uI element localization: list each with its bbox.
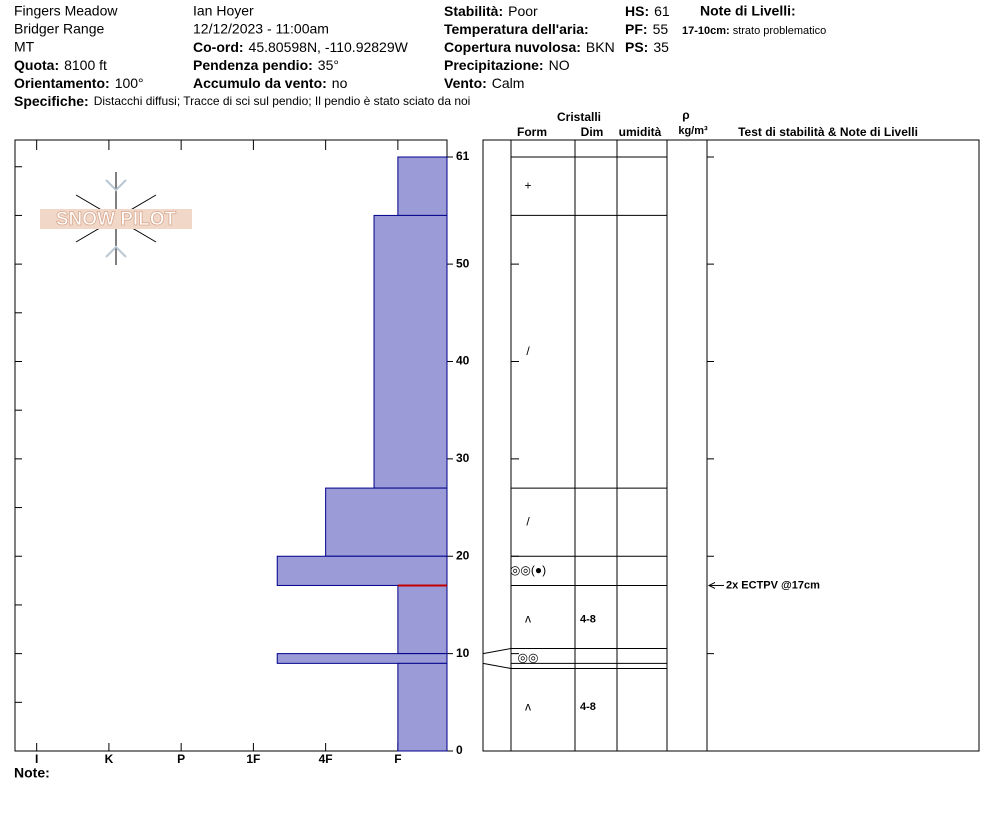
- field-value: 55: [653, 21, 669, 37]
- y-tick-label: 20: [456, 548, 470, 562]
- x-tick-label: F: [394, 752, 401, 766]
- hardness-bar: [397, 584, 448, 655]
- hardness-bar: [276, 555, 448, 586]
- layer-connector: [482, 662, 512, 669]
- header-field: Quota: 8100 ft: [14, 57, 107, 73]
- field-value: NO: [549, 57, 570, 73]
- layer-connector: [482, 648, 512, 655]
- specifiche-value: Distacchi diffusi; Tracce di sci sul pen…: [94, 94, 471, 108]
- y-tick-label: 61: [456, 149, 470, 163]
- logo-text: SNOW PILOT: [56, 209, 177, 230]
- field-label: Orientamento:: [14, 75, 110, 91]
- layer-table-frame: [482, 139, 980, 752]
- column-header: ρ: [682, 108, 689, 122]
- grain-form: /: [526, 514, 530, 528]
- header-field: PS: 35: [625, 39, 669, 55]
- field-value: 100°: [115, 75, 144, 91]
- field-label: Temperatura dell'aria:: [444, 21, 589, 37]
- header-field: Vento: Calm: [444, 75, 524, 91]
- y-tick-label: 30: [456, 451, 470, 465]
- field-label: PS:: [625, 39, 648, 55]
- grain-size: 4-8: [580, 701, 596, 713]
- level-note-text: strato problematico: [733, 25, 827, 37]
- header-field: Temperatura dell'aria:: [444, 21, 589, 37]
- test-arrowhead: [707, 582, 716, 589]
- field-value: 35: [653, 39, 669, 55]
- field-label: Precipitazione:: [444, 57, 544, 73]
- field-value: 35°: [318, 57, 339, 73]
- field-value: 45.80598N, -110.92829W: [249, 39, 409, 55]
- hardness-bar: [397, 156, 448, 216]
- column-header: kg/m³: [678, 125, 708, 137]
- header-text: Bridger Range: [14, 21, 104, 37]
- header-field: Copertura nuvolosa: BKN: [444, 39, 615, 55]
- hardness-bar: [397, 662, 448, 752]
- header-text: Fingers Meadow: [14, 3, 118, 19]
- field-label: Co-ord:: [193, 39, 244, 55]
- field-label: Quota:: [14, 57, 59, 73]
- field-label: HS:: [625, 3, 649, 19]
- column-header: Cristalli: [557, 110, 601, 124]
- specifiche-label: Specifiche:: [14, 93, 89, 109]
- field-value: Poor: [508, 3, 538, 19]
- grain-form: ◎◎(●): [510, 563, 546, 577]
- level-note: 17-10cm: strato problematico: [682, 25, 826, 37]
- header-text: Ian Hoyer: [193, 3, 254, 19]
- field-value: BKN: [586, 39, 615, 55]
- header-field: Precipitazione: NO: [444, 57, 570, 73]
- field-label: Copertura nuvolosa:: [444, 39, 581, 55]
- level-note-range: 17-10cm:: [682, 25, 730, 37]
- header-field: Accumulo da vento: no: [193, 75, 348, 91]
- header-field: PF: 55: [625, 21, 668, 37]
- column-header: Form: [517, 125, 547, 139]
- header-field: Orientamento: 100°: [14, 75, 144, 91]
- note-label: Note:: [14, 765, 50, 781]
- y-tick-label: 50: [456, 256, 470, 270]
- x-tick-label: I: [35, 752, 38, 766]
- header-field: HS: 61: [625, 3, 670, 19]
- column-header: Test di stabilità & Note di Livelli: [738, 125, 918, 139]
- grain-form: ◎◎: [518, 651, 539, 665]
- logo-band: [40, 209, 192, 229]
- grain-size: 4-8: [580, 613, 596, 625]
- level-notes-title: Note di Livelli:: [700, 3, 796, 19]
- field-value: no: [332, 75, 348, 91]
- y-tick-label: 0: [456, 743, 463, 757]
- grain-form: /: [526, 344, 530, 358]
- grain-form: +: [524, 178, 531, 192]
- header-field: Co-ord: 45.80598N, -110.92829W: [193, 39, 409, 55]
- specifiche: Specifiche: Distacchi diffusi; Tracce di …: [14, 93, 470, 109]
- field-value: 61: [654, 3, 670, 19]
- grain-form: ʌ: [525, 699, 531, 713]
- header-text: 12/12/2023 - 11:00am: [193, 21, 329, 37]
- x-tick-label: 1F: [246, 752, 260, 766]
- x-tick-label: K: [105, 752, 114, 766]
- column-header: Dim: [581, 125, 604, 139]
- x-tick-label: 4F: [319, 752, 333, 766]
- x-tick-label: P: [177, 752, 185, 766]
- field-label: PF:: [625, 21, 648, 37]
- field-value: Calm: [492, 75, 525, 91]
- hardness-bar: [373, 214, 448, 489]
- field-label: Stabilità:: [444, 3, 503, 19]
- hardness-bar: [276, 653, 448, 664]
- header-field: Stabilità: Poor: [444, 3, 538, 19]
- field-value: 8100 ft: [64, 57, 107, 73]
- header-text: MT: [14, 39, 35, 55]
- field-label: Vento:: [444, 75, 487, 91]
- hardness-bar: [325, 487, 448, 557]
- grain-form: ʌ: [525, 612, 531, 626]
- field-label: Pendenza pendio:: [193, 57, 313, 73]
- y-tick-label: 40: [456, 354, 470, 368]
- header-field: Pendenza pendio: 35°: [193, 57, 339, 73]
- column-header: umidità: [619, 125, 662, 139]
- field-label: Accumulo da vento:: [193, 75, 327, 91]
- test-label: 2x ECTPV @17cm: [726, 579, 820, 591]
- y-tick-label: 10: [456, 646, 470, 660]
